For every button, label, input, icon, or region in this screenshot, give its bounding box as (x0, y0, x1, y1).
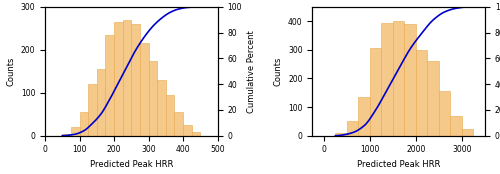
Y-axis label: Cumulative Percent: Cumulative Percent (248, 30, 256, 113)
Bar (174, 112, 183, 136)
Bar (88, 84, 97, 136)
Bar (416, 50, 428, 136)
Y-axis label: Counts: Counts (6, 57, 15, 86)
X-axis label: Predicted Peak HRR: Predicted Peak HRR (357, 160, 440, 169)
Bar (132, 24, 140, 136)
Bar (192, 132, 200, 136)
Bar (450, 116, 462, 136)
Bar (428, 61, 439, 136)
Bar (148, 61, 157, 136)
Bar (71, 127, 80, 136)
Bar (382, 23, 393, 136)
Bar (404, 24, 416, 136)
Bar (114, 22, 122, 136)
Bar (97, 69, 106, 136)
Bar (439, 91, 450, 136)
X-axis label: Predicted Peak HRR: Predicted Peak HRR (90, 160, 173, 169)
Bar (183, 125, 192, 136)
Bar (80, 112, 88, 136)
Bar (140, 44, 148, 136)
Bar (106, 35, 114, 136)
Bar (62, 134, 71, 136)
Bar (462, 129, 473, 136)
Bar (347, 121, 358, 136)
Bar (122, 20, 132, 136)
Bar (358, 97, 370, 136)
Bar (370, 48, 382, 136)
Bar (336, 133, 347, 136)
Y-axis label: Counts: Counts (274, 57, 282, 86)
Bar (157, 80, 166, 136)
Bar (393, 21, 404, 136)
Bar (166, 95, 174, 136)
